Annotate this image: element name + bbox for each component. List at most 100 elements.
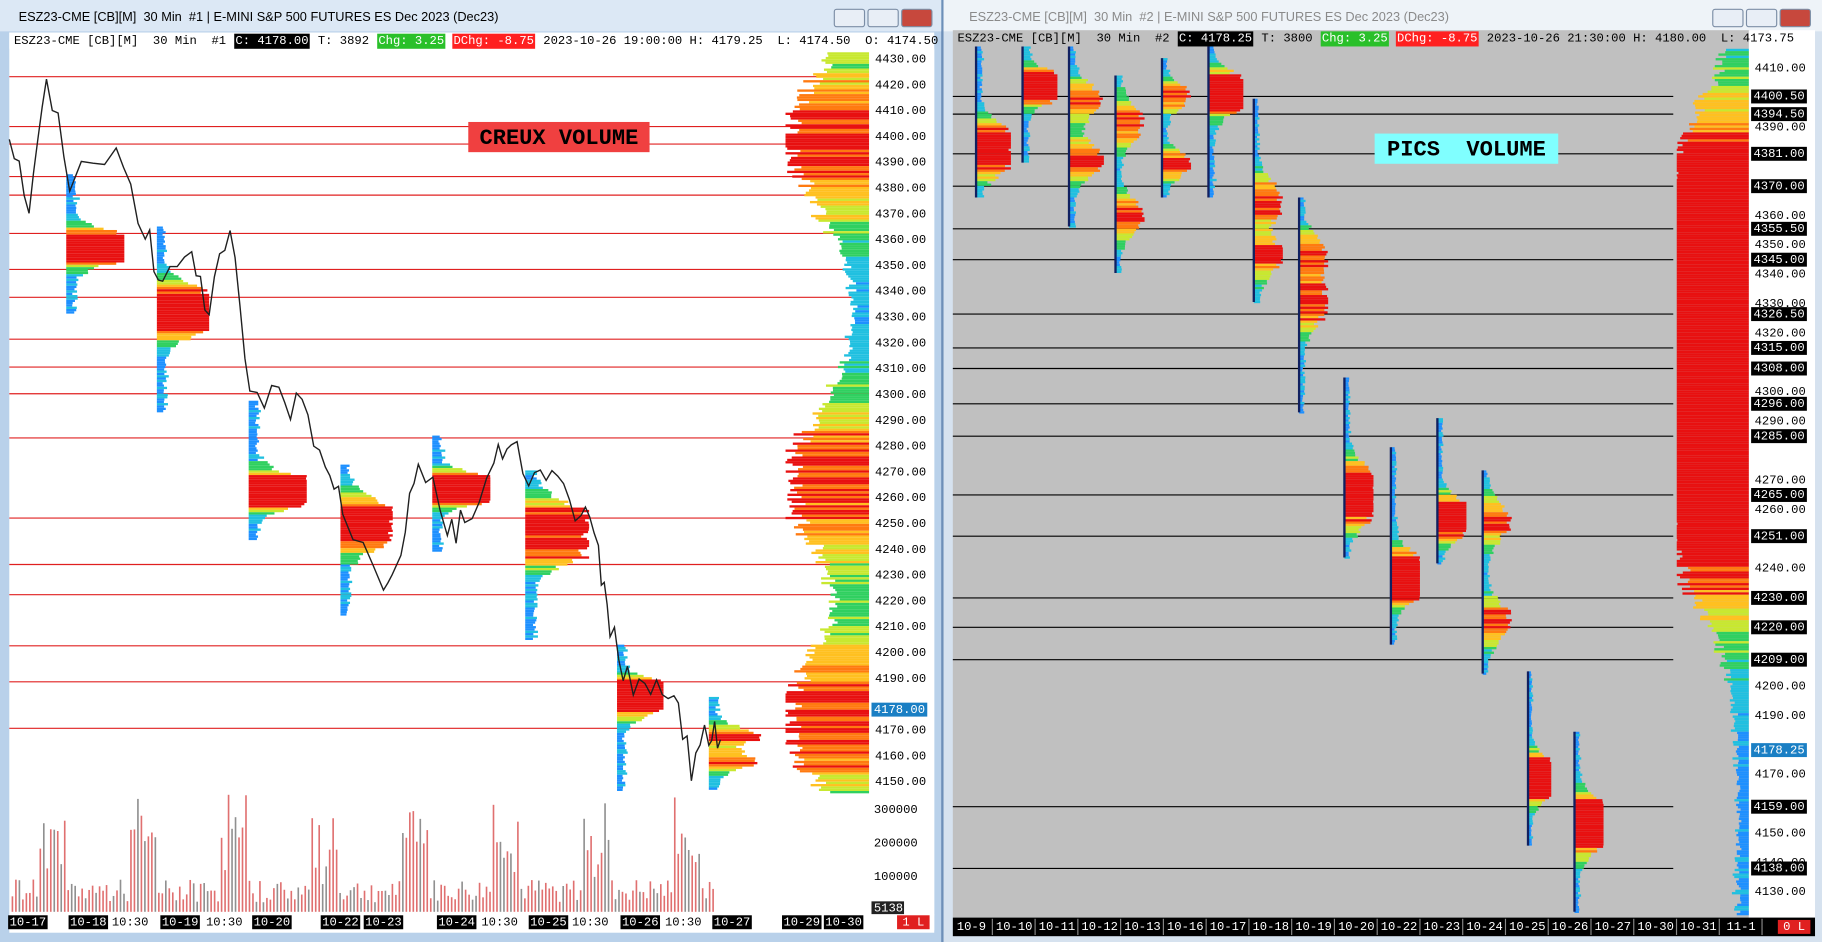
profile-row	[1482, 581, 1489, 585]
volume-bar	[116, 890, 118, 912]
profile-row	[525, 588, 538, 592]
profile-row	[1299, 336, 1309, 340]
profile-row	[1253, 154, 1259, 157]
profile-row	[802, 665, 870, 668]
profile-row	[976, 85, 980, 89]
profile-row	[827, 52, 870, 55]
price-label: 4190.00	[875, 672, 926, 686]
window-button-max[interactable]	[1745, 8, 1778, 28]
profile-row	[1115, 175, 1122, 178]
window-button-max[interactable]	[867, 8, 899, 28]
volume-bar	[11, 896, 14, 912]
profile-row	[1208, 137, 1214, 140]
profile-row	[1115, 238, 1130, 241]
window-button-close[interactable]	[1779, 8, 1811, 28]
profile-row	[1676, 209, 1749, 212]
profile-row	[976, 65, 982, 68]
profile-row	[340, 571, 349, 574]
volume-bar	[673, 797, 676, 912]
profile-row	[1390, 577, 1420, 580]
volume-bar	[318, 825, 321, 912]
date-box	[823, 915, 864, 930]
profile-row	[1069, 106, 1099, 110]
profile-row	[1390, 544, 1404, 548]
price-label: 4430.00	[875, 52, 926, 66]
profile-row	[976, 104, 985, 107]
profile-row	[792, 175, 870, 178]
profile-row	[432, 505, 467, 508]
profile-row	[432, 449, 446, 452]
header-item: ESZ23-CME [CB][M] 30 Min #2	[957, 32, 1169, 46]
profile-row	[66, 297, 78, 300]
profile-row	[976, 192, 983, 196]
level-label: 4400.50	[1753, 90, 1804, 104]
profile-row	[1022, 83, 1058, 86]
profile-row	[1115, 214, 1143, 218]
profile-row	[1739, 801, 1749, 804]
profile-row	[1482, 509, 1503, 513]
volume-bar	[283, 889, 286, 912]
profile-row	[525, 577, 541, 580]
window-button-min[interactable]	[1712, 8, 1744, 28]
profile-row	[1482, 609, 1511, 613]
profile-row	[805, 191, 870, 194]
profile-row	[1437, 439, 1443, 442]
profile-row	[801, 495, 870, 499]
profile-row	[248, 468, 272, 471]
profile-row	[817, 198, 870, 201]
profile-row	[1676, 343, 1749, 347]
profile-row	[841, 247, 870, 250]
level-label-box	[1751, 396, 1807, 411]
profile-row	[1299, 364, 1306, 368]
profile-row	[1390, 449, 1396, 452]
profile-row	[66, 183, 76, 186]
profile-row	[1299, 225, 1312, 228]
profile-row	[1115, 119, 1141, 122]
profile-row	[1299, 257, 1325, 261]
profile-row	[1022, 125, 1029, 128]
profile-row	[811, 551, 870, 555]
profile-row	[794, 507, 870, 510]
profile-row	[1299, 390, 1305, 393]
profile-row	[1482, 607, 1508, 610]
profile-row	[1344, 458, 1358, 462]
volume-bar	[262, 902, 265, 912]
profile-row	[1676, 185, 1749, 189]
profile-row	[1676, 301, 1749, 305]
price-label: 4260.00	[1755, 503, 1806, 517]
profile-row	[804, 758, 870, 761]
profile-row	[1390, 542, 1403, 545]
window-button-min[interactable]	[833, 8, 866, 28]
profile-row	[1722, 60, 1749, 63]
profile-row	[1676, 441, 1749, 444]
volume-bar	[642, 892, 645, 912]
profile-row	[1022, 150, 1028, 154]
volume-bar	[391, 883, 394, 912]
profile-row	[1344, 528, 1359, 531]
profile-row	[1299, 332, 1312, 335]
profile-row	[1390, 477, 1397, 480]
profile-row	[1022, 60, 1035, 63]
profile-row	[1676, 216, 1749, 219]
profile-row	[1161, 120, 1171, 124]
profile-row	[1069, 223, 1076, 226]
profile-row	[1676, 480, 1749, 484]
profile-row	[66, 223, 92, 226]
date-box	[528, 915, 569, 930]
profile-row	[340, 580, 353, 584]
profile-row	[1390, 482, 1395, 485]
profile-row	[794, 105, 870, 109]
profile-row	[1069, 206, 1074, 210]
profile-row	[1676, 218, 1749, 221]
profile-row	[1437, 469, 1443, 472]
profile-row	[1737, 882, 1749, 886]
profile-row	[340, 469, 350, 472]
profile-row	[1344, 391, 1350, 394]
profile-row	[1115, 252, 1123, 255]
volume-bar	[339, 892, 341, 912]
profile-row	[1390, 495, 1397, 499]
profile-row	[156, 377, 166, 380]
window-button-close[interactable]	[901, 8, 933, 28]
profile-row	[708, 787, 718, 790]
profile-row	[1115, 101, 1132, 104]
